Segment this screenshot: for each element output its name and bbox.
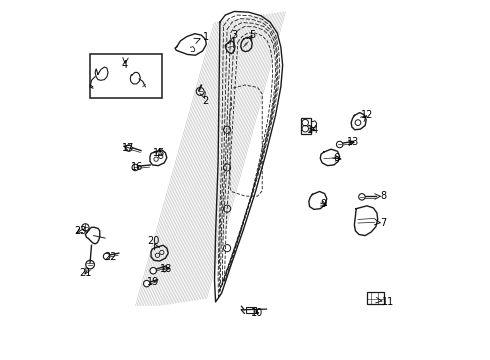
Text: 12: 12 <box>361 111 373 121</box>
Circle shape <box>359 194 365 200</box>
Text: 22: 22 <box>104 252 117 262</box>
Text: 13: 13 <box>346 138 359 147</box>
Text: 3: 3 <box>231 30 237 40</box>
Bar <box>367 292 384 304</box>
Circle shape <box>144 280 150 287</box>
Circle shape <box>125 145 132 151</box>
Text: 18: 18 <box>160 264 172 274</box>
Text: 23: 23 <box>74 226 86 236</box>
FancyBboxPatch shape <box>90 54 162 98</box>
Circle shape <box>103 253 110 260</box>
Text: 19: 19 <box>147 277 160 287</box>
Text: 6: 6 <box>333 153 340 163</box>
Circle shape <box>150 267 156 274</box>
Text: 7: 7 <box>380 218 386 228</box>
Text: 4: 4 <box>122 60 128 70</box>
Circle shape <box>132 164 139 171</box>
Text: 17: 17 <box>122 143 135 153</box>
Text: 20: 20 <box>147 236 160 246</box>
Text: 2: 2 <box>202 96 209 106</box>
Circle shape <box>337 141 343 148</box>
Text: 9: 9 <box>321 199 327 210</box>
Text: 14: 14 <box>307 125 319 135</box>
Text: 16: 16 <box>131 162 144 172</box>
Bar <box>245 307 256 313</box>
Bar <box>300 118 311 134</box>
Text: 8: 8 <box>380 191 386 201</box>
Text: 5: 5 <box>249 30 255 40</box>
Text: 11: 11 <box>382 297 394 307</box>
Text: 1: 1 <box>202 32 209 41</box>
Text: 10: 10 <box>251 308 264 318</box>
Text: 15: 15 <box>153 148 165 158</box>
Text: 21: 21 <box>79 268 92 278</box>
